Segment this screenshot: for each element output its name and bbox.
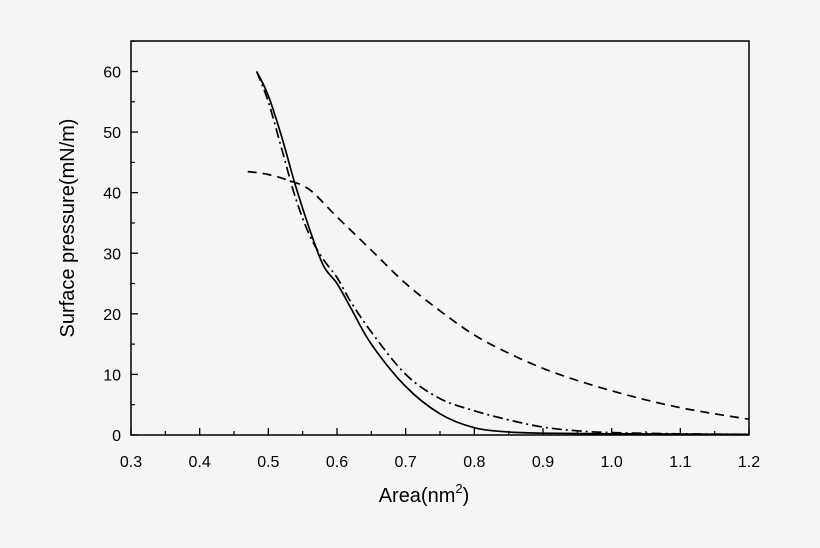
- y-tick-label: 40: [103, 186, 121, 203]
- series-group: [247, 71, 750, 436]
- series-line-solid: [255, 71, 750, 436]
- y-tick-label: 30: [103, 246, 121, 263]
- y-tick-label: 10: [103, 367, 121, 384]
- y-tick-label: 60: [103, 65, 121, 82]
- x-tick-label: 0.4: [189, 454, 211, 471]
- y-tick-label: 0: [112, 428, 121, 445]
- x-axis-title: Area(nm2): [379, 481, 470, 507]
- x-tick-label: 0.5: [257, 454, 279, 471]
- y-tick-label: 20: [103, 307, 121, 324]
- plot-frame: [130, 40, 750, 436]
- y-axis-title: Surface pressure(mN/m): [57, 119, 79, 338]
- x-axis-title-close: ): [463, 485, 470, 507]
- series-line-dash-dot: [255, 71, 750, 436]
- x-axis-title-superscript: 2: [455, 481, 462, 496]
- x-tick-label: 0.6: [326, 454, 348, 471]
- ticks: 0.3 0.4 0.5 0.6 0.7 0.8 0.9 1.0 1.1 1.2 0 10 20 30 40 5…: [103, 40, 760, 471]
- x-axis-title-text: Area(nm: [379, 485, 456, 507]
- x-tick-label: 1.2: [738, 454, 760, 471]
- x-tick-label: 0.8: [463, 454, 485, 471]
- x-tick-label: 1.0: [601, 454, 623, 471]
- x-tick-label: 0.9: [532, 454, 554, 471]
- x-tick-label: 0.7: [395, 454, 417, 471]
- x-tick-label: 0.3: [120, 454, 142, 471]
- x-tick-label: 1.1: [669, 454, 691, 471]
- y-tick-label: 50: [103, 125, 121, 142]
- series-line-dashed: [247, 170, 750, 421]
